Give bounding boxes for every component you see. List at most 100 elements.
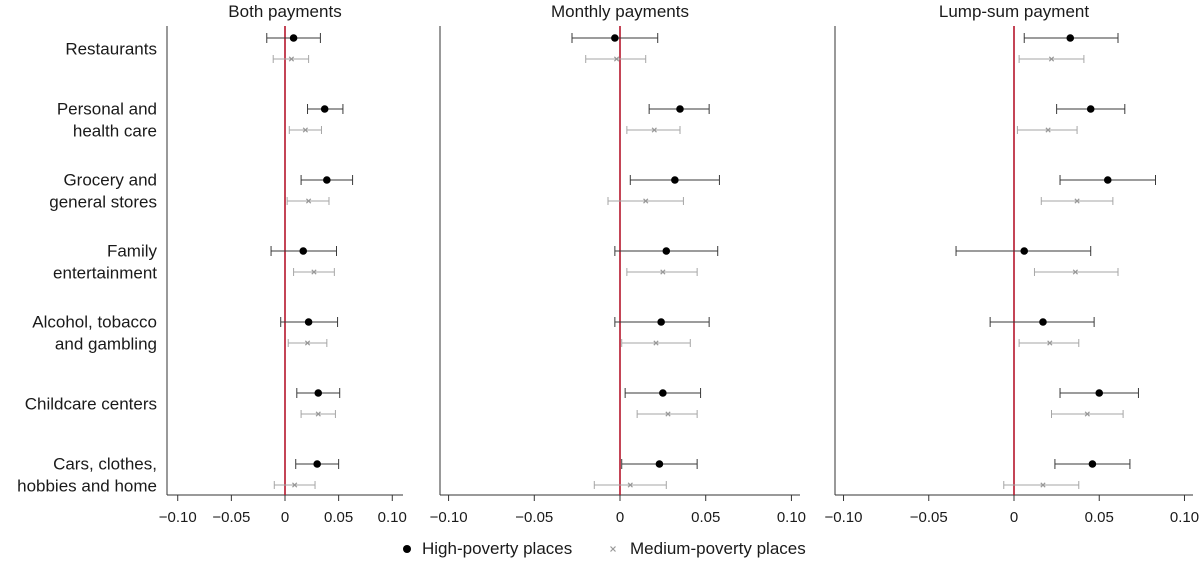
x-marker-stroke	[610, 546, 616, 552]
x-marker-stroke	[660, 269, 666, 275]
x-tick-label: −0.05	[515, 509, 553, 526]
high-poverty-errorbar	[1056, 104, 1126, 114]
high-poverty-errorbar	[280, 317, 339, 327]
x-marker-stroke	[1048, 56, 1055, 62]
x-tick-label: 0.05	[324, 509, 353, 526]
category-label-line: general stores	[49, 193, 157, 212]
legend-label: High-poverty places	[422, 539, 572, 558]
high-poverty-errorbar	[629, 175, 720, 185]
high-poverty-point	[1088, 460, 1097, 468]
legend-dot-marker	[403, 545, 411, 553]
medium-poverty-errorbar	[1040, 197, 1114, 205]
high-poverty-errorbar	[295, 459, 340, 469]
medium-poverty-errorbar	[621, 339, 691, 347]
medium-poverty-point	[315, 411, 321, 417]
x-tick-label: 0.05	[691, 509, 720, 526]
x-marker-stroke	[315, 411, 321, 417]
medium-poverty-point	[653, 340, 659, 346]
category-label-line: Grocery and	[63, 171, 157, 190]
medium-poverty-point	[1040, 482, 1046, 488]
medium-poverty-point	[305, 198, 312, 204]
x-marker-stroke	[1045, 127, 1051, 133]
x-tick-label: −0.05	[212, 509, 250, 526]
high-poverty-errorbar	[624, 388, 702, 398]
x-marker-stroke	[1084, 411, 1090, 417]
high-poverty-errorbar	[1059, 175, 1156, 185]
x-marker-stroke	[1074, 198, 1080, 204]
high-poverty-errorbar	[648, 104, 710, 114]
medium-poverty-errorbar	[1003, 481, 1080, 489]
high-poverty-errorbar	[1023, 33, 1119, 43]
medium-poverty-point	[302, 127, 309, 133]
category-label-0: Restaurants	[65, 40, 157, 59]
legend-label: Medium-poverty places	[630, 539, 806, 558]
category-label-line: health care	[73, 122, 157, 141]
medium-poverty-point	[1084, 411, 1090, 417]
high-poverty-point	[662, 247, 671, 255]
legend: High-poverty places Medium-poverty places	[403, 539, 806, 558]
high-poverty-errorbar	[270, 246, 337, 256]
category-label-line: entertainment	[53, 264, 157, 283]
medium-poverty-errorbar	[626, 126, 681, 134]
category-labels: Restaurants Personal and health care Grocer…	[17, 40, 157, 496]
category-label-6: Cars, clothes, hobbies and home	[17, 455, 157, 496]
chart-panels: Both payments−0.10 −0.05 0 0.05 0.10Monthly …	[159, 2, 1199, 526]
x-tick-label: 0	[616, 509, 624, 526]
medium-poverty-errorbar	[636, 410, 698, 418]
x-tick-label: 0.10	[777, 509, 806, 526]
high-poverty-point	[659, 389, 667, 397]
high-poverty-errorbar	[266, 33, 321, 43]
high-poverty-errorbar	[307, 104, 344, 114]
medium-poverty-errorbar	[1018, 55, 1085, 63]
x-marker-stroke	[311, 269, 317, 275]
category-label-2: Grocery and general stores	[49, 171, 157, 212]
medium-poverty-point	[660, 269, 666, 275]
medium-poverty-point	[665, 411, 671, 417]
medium-poverty-errorbar	[286, 197, 330, 205]
x-marker-stroke	[653, 340, 659, 346]
panel-title: Both payments	[228, 2, 341, 21]
x-marker-stroke	[665, 411, 671, 417]
legend-x-marker	[610, 546, 616, 552]
medium-poverty-point	[613, 56, 620, 62]
medium-poverty-point	[292, 482, 298, 488]
high-poverty-errorbar	[614, 317, 710, 327]
x-tick-label: −0.05	[910, 509, 948, 526]
medium-poverty-errorbar	[272, 55, 310, 63]
x-marker-stroke	[288, 56, 295, 62]
medium-poverty-point	[1074, 198, 1080, 204]
medium-poverty-errorbar	[1016, 126, 1078, 134]
medium-poverty-point	[651, 127, 657, 133]
high-poverty-point	[323, 176, 331, 184]
panel-title: Lump-sum payment	[939, 2, 1090, 21]
category-label-line: Restaurants	[65, 40, 157, 59]
high-poverty-point	[313, 460, 321, 468]
high-poverty-point	[304, 318, 313, 326]
category-label-1: Personal and health care	[57, 100, 157, 141]
x-tick-label: −0.10	[430, 509, 468, 526]
panel-2: Lump-sum payment −0.10 −0.05 0 0.05 0.10	[825, 2, 1200, 526]
panel-0: Both payments −0.10 −0.05 0 0.05 0.10	[159, 2, 407, 526]
high-poverty-errorbar	[621, 459, 698, 469]
high-poverty-point	[611, 34, 619, 42]
medium-poverty-point	[1048, 56, 1055, 62]
x-marker-stroke	[643, 198, 649, 204]
high-poverty-point	[1103, 176, 1112, 184]
x-marker-stroke	[627, 482, 633, 488]
category-label-5: Childcare centers	[25, 395, 157, 414]
medium-poverty-errorbar	[607, 197, 684, 205]
high-poverty-errorbar	[614, 246, 719, 256]
x-tick-label: −0.10	[825, 509, 863, 526]
high-poverty-point	[314, 389, 323, 397]
x-tick-label: −0.10	[159, 509, 197, 526]
medium-poverty-errorbar	[1051, 410, 1124, 418]
x-tick-label: 0.05	[1085, 509, 1114, 526]
category-label-4: Alcohol, tobacco and gambling	[32, 313, 157, 354]
panel-1: Monthly payments −0.10 −0.05 0 0.05 0.10	[430, 2, 806, 526]
category-label-line: hobbies and home	[17, 477, 157, 496]
legend-item-high-poverty: High-poverty places	[403, 539, 572, 558]
legend-item-medium-poverty: Medium-poverty places	[610, 539, 806, 558]
medium-poverty-errorbar	[593, 481, 667, 489]
x-tick-label: 0	[281, 509, 289, 526]
